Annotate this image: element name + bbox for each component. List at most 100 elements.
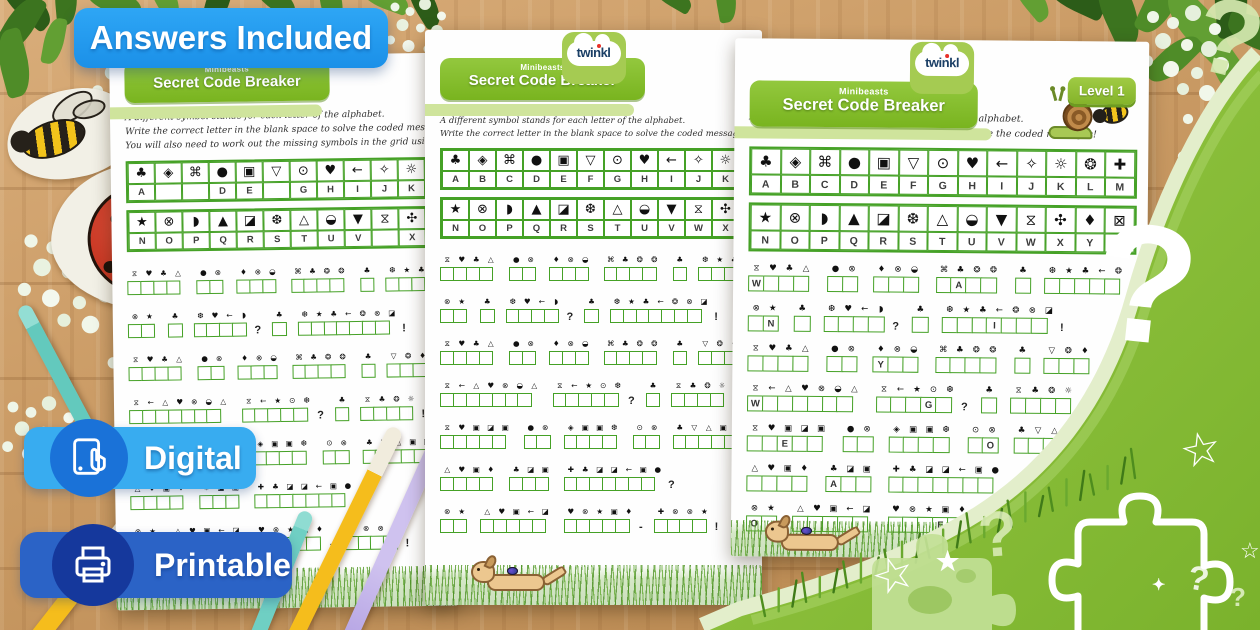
key-symbol-cell: ★ xyxy=(750,204,781,232)
code-symbol: △ xyxy=(220,396,227,406)
answer-boxes xyxy=(826,356,859,373)
key-symbol-cell: ☼ xyxy=(1046,151,1076,178)
code-symbol: ⊗ xyxy=(672,507,679,517)
code-symbol: ♣ xyxy=(581,465,589,475)
code-symbol: ◗ xyxy=(878,304,884,315)
answer-box xyxy=(867,316,885,333)
punctuation: ? xyxy=(668,479,675,492)
key-symbol-cell: ⊙ xyxy=(289,160,317,182)
code-word-group: ●⊗ xyxy=(509,339,538,366)
answer-boxes xyxy=(127,280,185,295)
code-symbols: ⧖ ♥ ♣ △ xyxy=(127,268,185,279)
code-word-column: ●⊗ xyxy=(196,268,225,295)
code-symbol: ❆ xyxy=(942,425,950,436)
code-symbol: ◈ xyxy=(567,423,574,433)
code-symbol: ▣ xyxy=(783,464,792,475)
code-symbol: ◗ xyxy=(241,310,247,320)
code-word-column: ♣ xyxy=(911,305,929,334)
key-letter-cell: C xyxy=(809,175,840,195)
code-symbol: ♣ xyxy=(171,311,179,321)
code-symbol: ⧖ xyxy=(557,381,563,391)
code-word-column: ❆ ♥ ← ◗ xyxy=(193,310,251,338)
code-word-group: ♦ ⊗ ◒ Y xyxy=(872,345,922,374)
code-word-group: ❆ ★ ♣ ← ❂ ⊗ ◪ I! xyxy=(941,305,1064,335)
code-symbols: ♣ ▽ △ ▣ ◪ xyxy=(1013,426,1096,437)
code-symbol: ♥ xyxy=(498,507,506,517)
code-symbol: ◗ xyxy=(554,297,559,307)
code-row: △ ♥ ▣ ♦ ♣ ◪ ▣ A ✚ ♣ ◪ ◪ ← ▣ ●? xyxy=(746,464,1130,495)
key-symbol-cell: ◈ xyxy=(154,162,182,184)
key-letter-cell: N xyxy=(128,232,156,250)
answer-boxes xyxy=(509,267,538,282)
punctuation: ? xyxy=(566,311,574,324)
answer-box xyxy=(544,309,559,324)
key-letter-cell: H xyxy=(316,180,345,199)
code-symbol: ⊗ xyxy=(894,265,902,276)
key-symbol-cell: ♦ xyxy=(1075,207,1105,234)
key-symbol-cell: ▼ xyxy=(986,206,1017,234)
code-symbol: ⧖ xyxy=(444,381,450,391)
key-symbol-cell: ▼ xyxy=(658,199,685,221)
key-letter-cell: D xyxy=(523,171,550,189)
key-symbol-cell: ← xyxy=(343,159,371,181)
key-letter-cell: J xyxy=(1016,177,1047,197)
code-word-group: ⧖ ♥ ♣ △ xyxy=(440,255,498,282)
digital-badge[interactable]: Digital xyxy=(24,419,256,497)
punctuation: ! xyxy=(714,521,719,534)
code-symbol: ❆ xyxy=(389,265,396,275)
code-symbol: △ xyxy=(851,384,858,395)
code-word-column: ⧖ ♥ ▣ ◪ ▣ E xyxy=(746,423,830,453)
code-symbol: ✚ xyxy=(892,465,900,476)
answer-box xyxy=(480,309,495,324)
answer-boxes xyxy=(241,407,315,423)
code-symbol: ☼ xyxy=(718,381,726,391)
code-word-column: ⧖ ♥ ♣ △ xyxy=(440,255,498,282)
code-word-column: ⌘ ♣ ❂ ❂ xyxy=(290,266,349,293)
code-word-group: ●⊗ xyxy=(197,354,226,381)
code-symbols: ⧖ ♥ ▣ ◪ ▣ xyxy=(440,423,513,433)
key-symbol-cell: ▲ xyxy=(523,199,550,221)
answer-box xyxy=(360,363,376,378)
answer-boxes xyxy=(440,477,498,492)
code-word-column: ⧖ ← △ ♥ ⊗ ◒ △ xyxy=(129,397,231,424)
key-letter-cell: X xyxy=(398,228,426,247)
code-symbols: ▽❂♦ xyxy=(386,351,430,362)
code-word-column: △ ♥ ▣ ♦ xyxy=(746,464,812,493)
code-word-column: ●⊗ xyxy=(523,423,553,450)
instructions: A different symbol stands for each lette… xyxy=(440,115,751,141)
key-letter-cell: W xyxy=(1015,233,1046,253)
answer-boxes xyxy=(127,323,157,338)
code-word-column: ⧖ ♣ ❂ ☼ xyxy=(360,394,418,421)
key-letter-cell: S xyxy=(263,230,291,249)
key-symbol-cell: ▽ xyxy=(262,160,290,183)
code-rows: ⧖♥♣△●⊗♦⊗◒⌘♣❂❂♣❆★♣←❂⊗★♣❆♥←◗?♣❆★♣←❂⊗◪!⧖♥♣△… xyxy=(127,264,454,553)
code-word-group: ⊙ ⊗ xyxy=(322,438,351,465)
code-symbol: ← xyxy=(259,396,267,406)
key-letter-cell: O xyxy=(469,220,496,238)
instruction-line: A different symbol stands for each lette… xyxy=(440,116,686,126)
answers-included-badge[interactable]: Answers Included xyxy=(74,8,388,68)
code-symbol: ♣ xyxy=(365,437,373,447)
code-symbol: ⊗ xyxy=(527,339,534,349)
code-symbol: ♣ xyxy=(785,264,794,275)
key-symbol-cell: ◒ xyxy=(317,208,345,231)
code-symbol: △ xyxy=(162,397,169,407)
answer-boxes xyxy=(129,408,231,424)
code-symbol: ❂ xyxy=(339,351,346,362)
code-symbol: ❆ xyxy=(303,395,310,405)
code-symbol: ⊗ xyxy=(847,344,855,355)
code-symbol: ♦ xyxy=(800,464,809,475)
code-word-group: △ ♥ ▣ ← ◪ xyxy=(480,507,553,534)
code-symbol: ⧖ xyxy=(752,423,759,434)
answer-box xyxy=(645,435,660,450)
printable-badge[interactable]: Printable xyxy=(20,524,292,606)
answer-box xyxy=(168,495,184,510)
code-symbol: ⊗ xyxy=(817,384,826,395)
key-symbol-cell: ← xyxy=(987,150,1017,178)
code-symbol: ❂ xyxy=(404,351,412,361)
code-word-group: ⧖ ← △ ♥ ⊗ ◒ △ xyxy=(440,381,542,408)
answer-box xyxy=(1014,278,1032,295)
code-symbol: ♣ xyxy=(676,423,684,433)
code-symbol: ⊗ xyxy=(848,264,856,275)
